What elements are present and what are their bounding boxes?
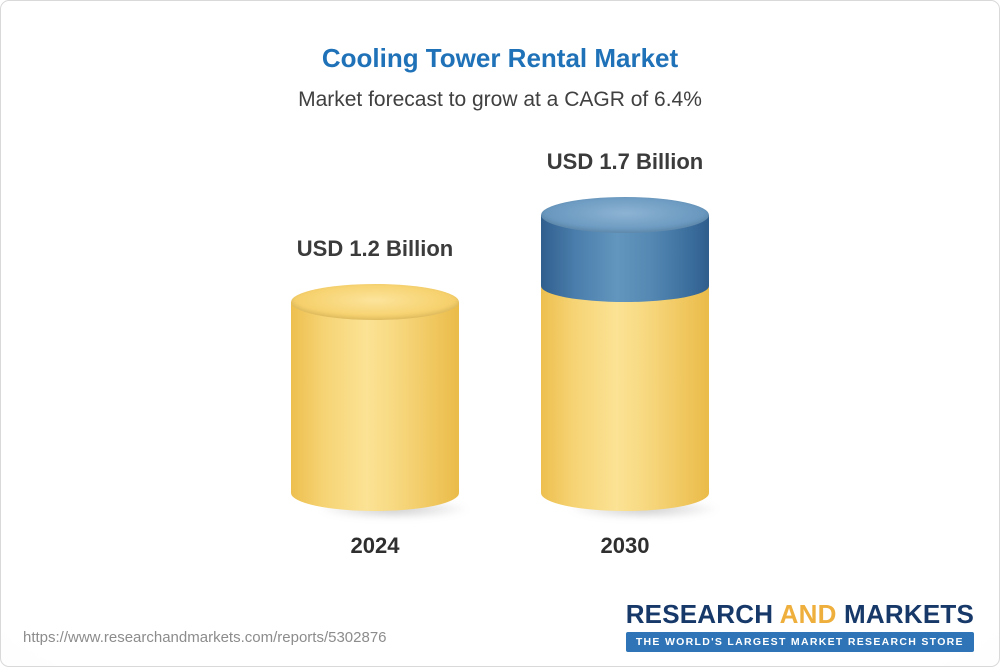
logo-word-markets: MARKETS xyxy=(844,598,974,629)
logo-wordmark: RESEARCH AND MARKETS xyxy=(625,598,974,629)
year-label-2024: 2024 xyxy=(350,533,400,558)
cylinder-2030-base xyxy=(541,286,709,511)
cylinder-2024-cap xyxy=(291,284,459,321)
chart-title: Cooling Tower Rental Market xyxy=(321,43,679,73)
year-label-2030: 2030 xyxy=(600,533,650,558)
bar-group-2030: USD 1.7 Billion 2030 xyxy=(537,149,750,558)
logo-tagline: THE WORLD'S LARGEST MARKET RESEARCH STOR… xyxy=(625,632,974,652)
cylinder-2030-growth xyxy=(541,197,709,303)
cylinder-2030 xyxy=(541,197,709,511)
bar-group-2024: USD 1.2 Billion 2024 xyxy=(287,236,500,558)
value-label-2030: USD 1.7 Billion xyxy=(546,149,704,175)
cylinder-2030-base-body xyxy=(541,286,709,511)
cylinder-2030-cap xyxy=(541,197,709,234)
chart-subtitle: Market forecast to grow at a CAGR of 6.4… xyxy=(298,88,702,111)
cylinder-2024-body xyxy=(291,302,459,511)
cylinder-2024 xyxy=(291,284,459,511)
value-label-2024: USD 1.2 Billion xyxy=(296,236,454,262)
report-url: https://www.researchandmarkets.com/repor… xyxy=(23,629,387,646)
logo-word-research: RESEARCH xyxy=(625,598,774,629)
logo-word-and: AND xyxy=(779,598,837,629)
research-and-markets-logo: RESEARCH AND MARKETS THE WORLD'S LARGEST… xyxy=(625,598,974,652)
